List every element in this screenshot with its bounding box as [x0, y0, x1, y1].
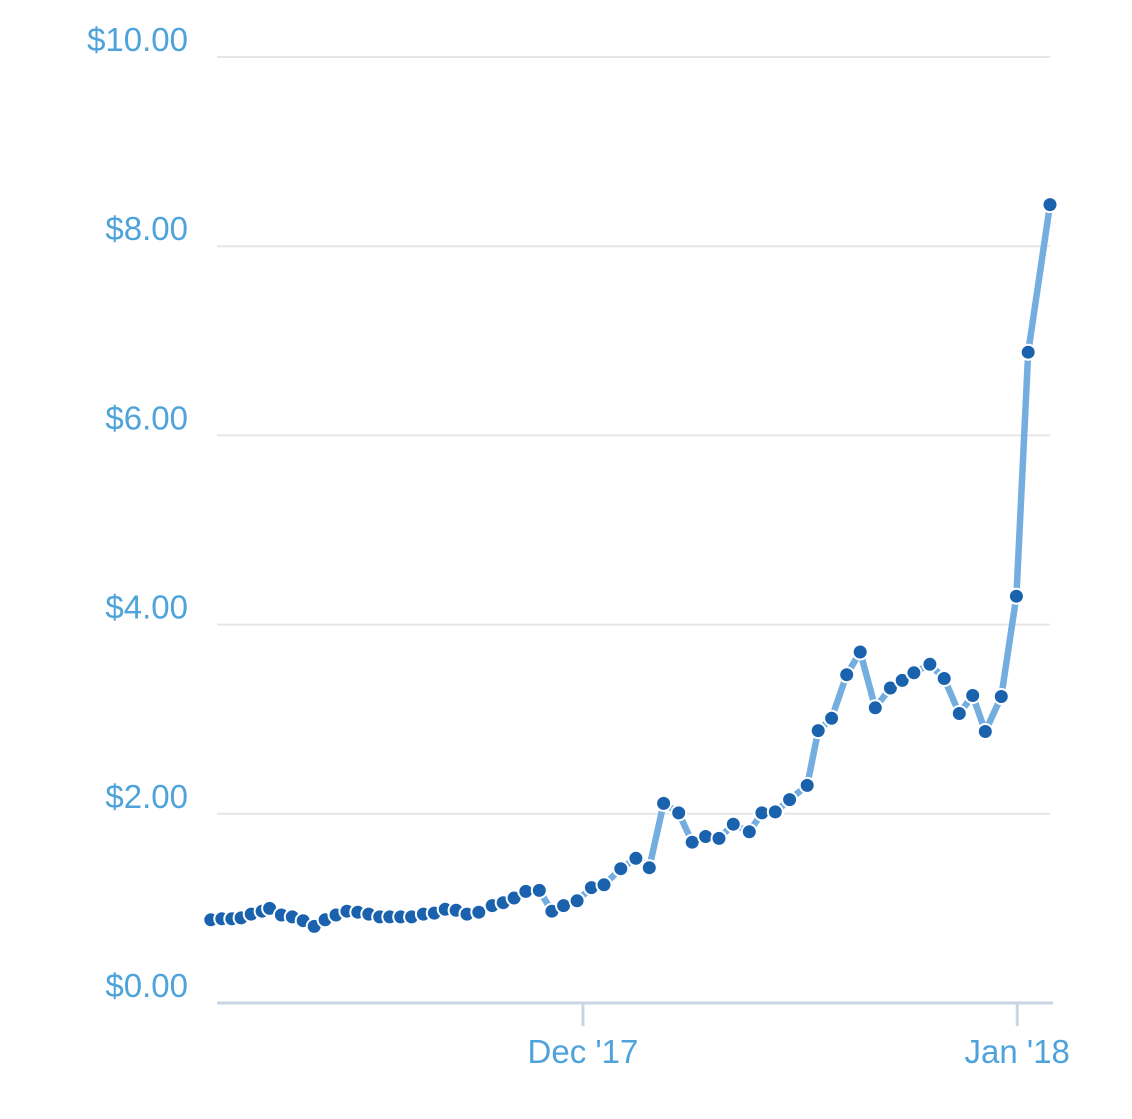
- x-axis-tick-label: Dec '17: [528, 1033, 639, 1070]
- data-point: [809, 722, 827, 740]
- data-point: [823, 709, 841, 727]
- data-point: [950, 705, 968, 722]
- data-point: [976, 723, 994, 740]
- data-point: [655, 794, 673, 812]
- data-point: [724, 815, 742, 833]
- data-point: [530, 881, 548, 899]
- data-point: [710, 829, 728, 847]
- data-point: [935, 670, 953, 687]
- data-point: [627, 849, 645, 867]
- data-point: [670, 804, 688, 822]
- data-point: [640, 859, 658, 877]
- data-point: [921, 655, 939, 673]
- y-axis-tick-label: $2.00: [105, 778, 188, 815]
- y-axis-tick-label: $10.00: [87, 21, 188, 58]
- data-point: [798, 776, 816, 794]
- y-axis-tick-label: $0.00: [105, 967, 188, 1004]
- data-point: [893, 671, 911, 689]
- data-point: [1041, 196, 1059, 214]
- data-point: [881, 679, 899, 697]
- data-point: [964, 687, 982, 704]
- data-point: [568, 892, 586, 910]
- data-point: [470, 903, 488, 921]
- data-point: [766, 803, 784, 821]
- data-point: [992, 688, 1010, 705]
- data-point: [866, 699, 884, 717]
- x-axis-tick-label: Jan '18: [965, 1033, 1070, 1070]
- series-line: [207, 201, 1054, 930]
- data-point: [781, 791, 799, 809]
- y-axis-tick-label: $4.00: [105, 589, 188, 626]
- data-point: [851, 643, 869, 661]
- data-point: [595, 876, 613, 894]
- data-point: [1007, 587, 1025, 605]
- y-axis-tick-label: $8.00: [105, 210, 188, 247]
- data-point: [1019, 343, 1037, 361]
- data-point: [905, 664, 923, 682]
- y-axis-tick-label: $6.00: [105, 399, 188, 436]
- data-point: [838, 666, 856, 684]
- data-point: [612, 860, 630, 878]
- data-point: [740, 823, 758, 841]
